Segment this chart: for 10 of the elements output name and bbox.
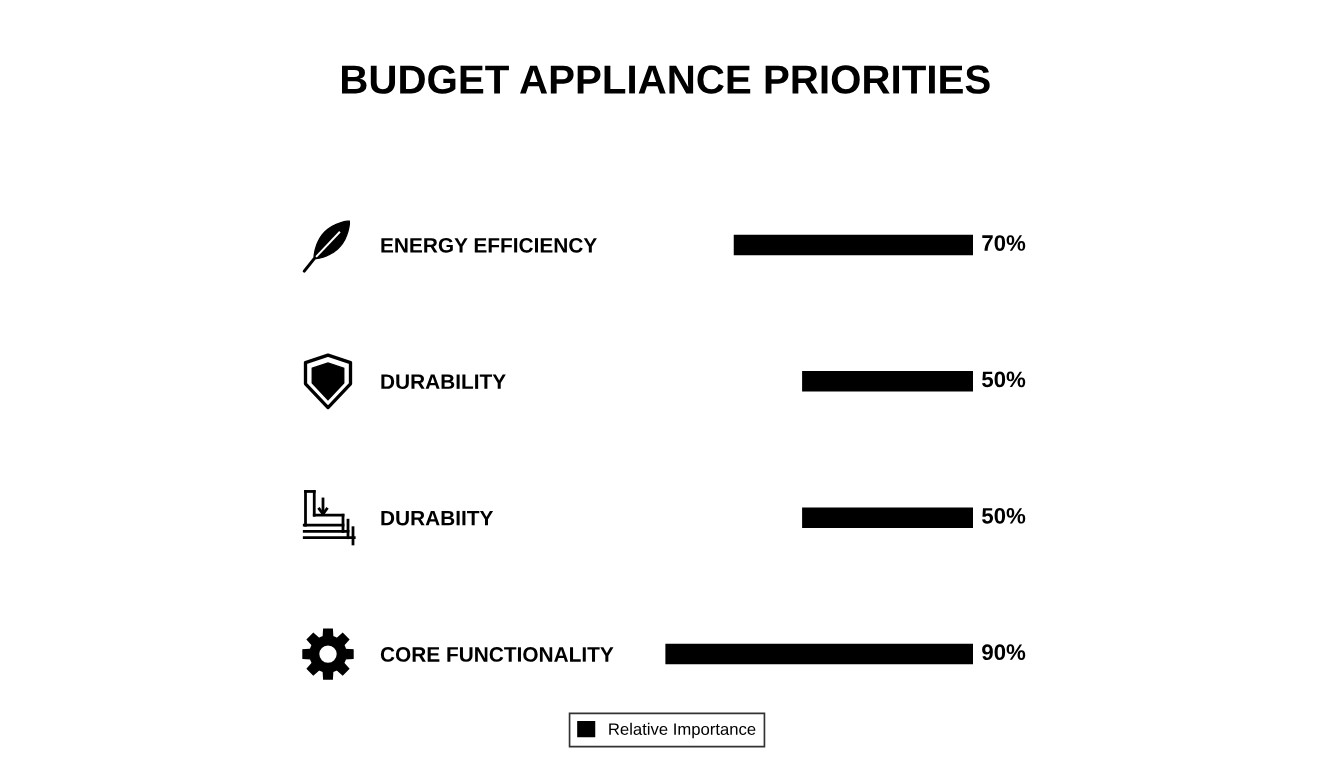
y-tick-label: ENERGY EFFICIENCY (381, 237, 597, 253)
chart-title: BUDGET APPLIANCE PRIORITIES (342, 65, 990, 94)
y-tick-label: CORE FUNCTIONALITY (380, 647, 614, 662)
data-label: 50% (982, 507, 1026, 524)
y-tick-label: DURABIITY (381, 510, 494, 526)
y-tick-label: DURABILITY (381, 374, 506, 390)
data-label: 70% (982, 235, 1026, 251)
data-label: 50% (982, 371, 1026, 388)
data-label: 90% (982, 644, 1026, 661)
legend-label: Relative Importance (609, 722, 756, 739)
